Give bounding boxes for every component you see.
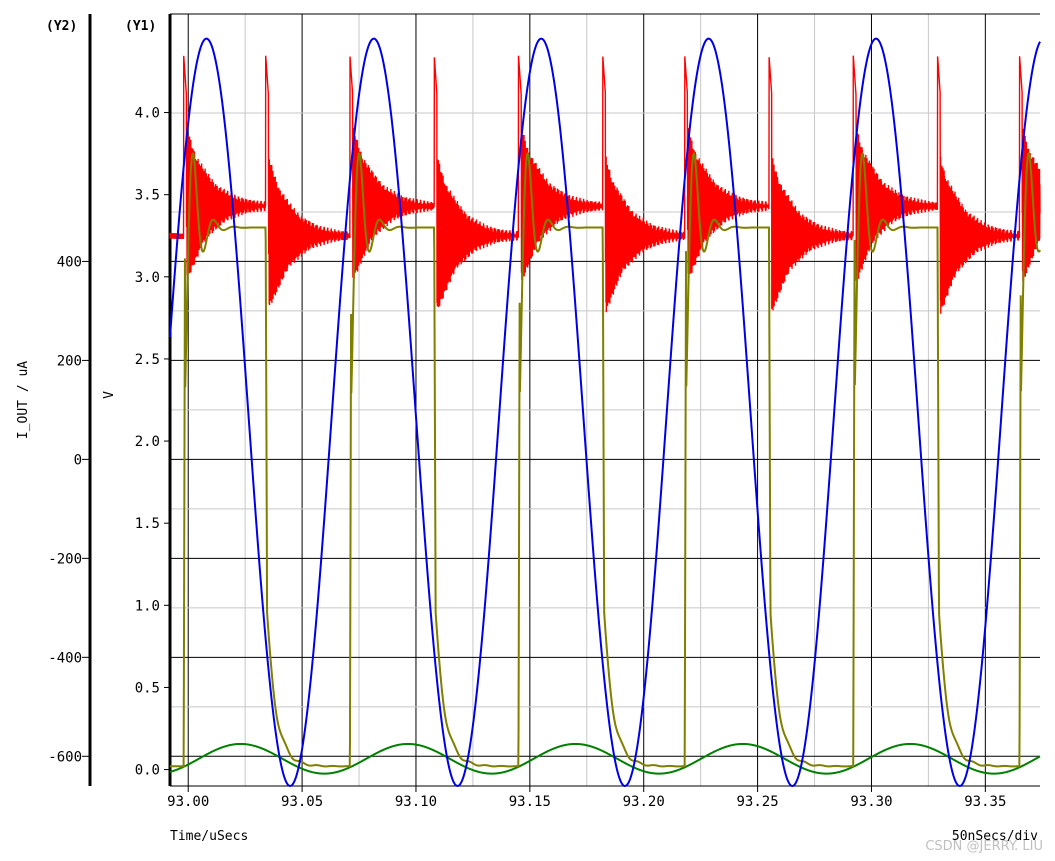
y1-tick-label: 4.0	[135, 106, 160, 122]
y1-tick-label: 2.5	[135, 352, 160, 368]
series-red-current	[169, 55, 1041, 314]
y1-tick-label: 1.0	[135, 598, 160, 614]
y1-axis-label: V	[102, 391, 117, 399]
y2-axis: -600 -400 -200 0 200 400	[48, 14, 92, 786]
watermark: CSDN @JERRY. LIU	[925, 839, 1043, 854]
time-div-label: 50nSecs/div	[952, 829, 1038, 844]
y1-tick-label: 2.0	[135, 434, 160, 450]
x-axis: 93.00 93.05 93.10 93.15 93.20 93.25 93.30 93.35	[167, 785, 1040, 810]
x-unit-label: Time/uSecs	[170, 829, 248, 844]
y1-tick-label: 3.5	[135, 188, 160, 204]
y1-axis: 0.0 0.5 1.0 1.5 2.0 2.5 3.0 3.5 4.0	[135, 14, 172, 786]
y2-axis-label: I_OUT / uA	[16, 361, 31, 439]
y1-tick-label: 0.5	[135, 680, 160, 696]
y1-header: (Y1)	[125, 19, 156, 34]
x-tick-label: 93.35	[964, 794, 1006, 810]
x-tick-label: 93.25	[737, 794, 779, 810]
series-layer	[169, 37, 1041, 788]
series-blue-sine	[169, 37, 1041, 788]
x-tick-label: 93.20	[623, 794, 665, 810]
y2-header: (Y2)	[46, 19, 77, 34]
y2-tick-label: 400	[57, 254, 82, 270]
y1-tick-label: 0.0	[135, 763, 160, 779]
y2-tick-label: -600	[48, 749, 82, 765]
y2-tick-label: -400	[48, 650, 82, 666]
x-tick-label: 93.05	[281, 794, 323, 810]
y2-tick-label: -200	[48, 551, 82, 567]
y2-tick-label: 0	[74, 452, 82, 468]
x-tick-label: 93.10	[395, 794, 437, 810]
y1-tick-label: 1.5	[135, 516, 160, 532]
y2-tick-label: 200	[57, 353, 82, 369]
x-tick-label: 93.00	[167, 794, 209, 810]
y1-tick-label: 3.0	[135, 270, 160, 286]
series-green-iout	[169, 742, 1041, 775]
x-tick-label: 93.30	[850, 794, 892, 810]
series-olive-square	[170, 152, 1041, 768]
x-tick-label: 93.15	[509, 794, 551, 810]
